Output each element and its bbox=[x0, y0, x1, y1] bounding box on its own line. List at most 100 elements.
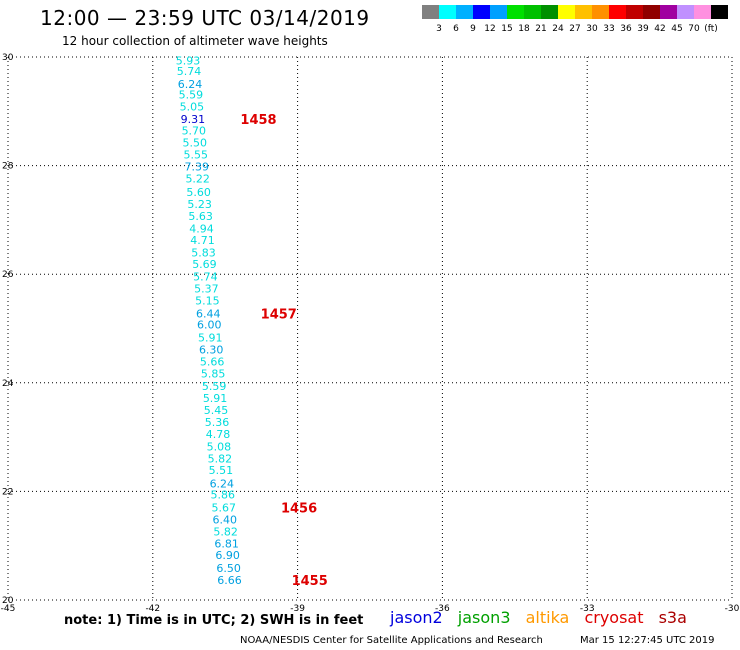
time-label: 1457 bbox=[261, 307, 297, 322]
satellite-jason2: jason2 bbox=[390, 608, 443, 627]
legend-swatch bbox=[524, 5, 541, 19]
wave-height-value: 6.44 bbox=[196, 307, 221, 320]
wave-height-value: 5.82 bbox=[213, 526, 238, 539]
wave-height-value: 5.63 bbox=[188, 210, 213, 223]
wave-height-value: 5.82 bbox=[208, 452, 233, 465]
wave-height-value: 5.36 bbox=[205, 416, 230, 429]
x-tick-label: -42 bbox=[145, 604, 160, 614]
wave-height-value: 6.40 bbox=[212, 514, 237, 527]
wave-height-value: 4.94 bbox=[189, 223, 214, 236]
wave-height-value: 5.70 bbox=[182, 124, 207, 137]
legend-label: 9 bbox=[470, 24, 476, 34]
wave-height-value: 5.67 bbox=[212, 502, 237, 515]
y-tick-label: 30 bbox=[2, 53, 14, 63]
legend-swatch bbox=[677, 5, 694, 19]
wave-height-value: 5.69 bbox=[192, 258, 217, 271]
legend-swatch bbox=[643, 5, 660, 19]
chart-subtitle: 12 hour collection of altimeter wave hei… bbox=[62, 34, 328, 48]
x-tick-label: -36 bbox=[435, 604, 450, 614]
generated-timestamp: Mar 15 12:27:45 UTC 2019 bbox=[580, 635, 715, 646]
legend-label: 33 bbox=[603, 24, 614, 34]
wave-height-value: 5.59 bbox=[202, 380, 227, 393]
wave-height-value: 5.51 bbox=[209, 464, 234, 477]
legend-swatch bbox=[456, 5, 473, 19]
x-tick-label: -30 bbox=[725, 604, 740, 614]
wave-height-value: 5.22 bbox=[185, 173, 210, 186]
wave-height-value: 4.71 bbox=[190, 234, 215, 247]
wave-height-value: 5.05 bbox=[180, 100, 205, 113]
legend-swatch bbox=[609, 5, 626, 19]
wave-height-value: 5.85 bbox=[201, 368, 226, 381]
legend-swatch bbox=[439, 5, 456, 19]
y-tick-label: 22 bbox=[2, 487, 13, 497]
wave-height-value: 5.15 bbox=[195, 294, 220, 307]
legend-swatch bbox=[711, 5, 728, 19]
legend-label: 15 bbox=[501, 24, 512, 34]
legend-swatch bbox=[422, 5, 439, 19]
time-label: 1455 bbox=[292, 574, 328, 589]
legend-swatch bbox=[541, 5, 558, 19]
x-tick-label: -33 bbox=[580, 604, 595, 614]
wave-height-value: 6.81 bbox=[214, 538, 239, 551]
wave-height-value: 5.45 bbox=[204, 404, 229, 417]
credit-line: NOAA/NESDIS Center for Satellite Applica… bbox=[240, 635, 543, 646]
legend-label: 24 bbox=[552, 24, 564, 34]
wave-height-value: 5.83 bbox=[191, 246, 216, 259]
wave-height-value: 6.00 bbox=[197, 319, 222, 332]
y-tick-label: 20 bbox=[2, 596, 14, 606]
wave-height-value: 5.93 bbox=[176, 54, 201, 67]
wave-height-value: 5.55 bbox=[184, 149, 209, 162]
legend-label: 6 bbox=[453, 24, 459, 34]
satellite-key: jason2 jason3 altika cryosat s3a bbox=[390, 608, 697, 627]
y-tick-label: 24 bbox=[2, 379, 14, 389]
time-label: 1458 bbox=[240, 113, 276, 128]
wave-height-value: 5.74 bbox=[177, 65, 202, 78]
time-label: 1456 bbox=[281, 502, 317, 517]
wave-height-value: 5.91 bbox=[203, 392, 228, 405]
satellite-altika: altika bbox=[525, 608, 570, 627]
wave-height-value: 5.91 bbox=[198, 332, 223, 345]
legend-label: 21 bbox=[535, 24, 546, 34]
wave-height-value: 5.59 bbox=[179, 88, 204, 101]
legend-label: (ft) bbox=[704, 24, 718, 34]
wave-height-value: 9.31 bbox=[181, 113, 206, 126]
legend-label: 70 bbox=[688, 24, 700, 34]
wave-height-value: 5.66 bbox=[200, 356, 225, 369]
legend-swatch bbox=[473, 5, 490, 19]
legend-label: 30 bbox=[586, 24, 598, 34]
wave-height-value: 5.74 bbox=[193, 270, 218, 283]
wave-height-value: 5.23 bbox=[187, 198, 212, 211]
legend-label: 18 bbox=[518, 24, 530, 34]
wave-height-value: 5.37 bbox=[194, 282, 219, 295]
wave-height-value: 6.30 bbox=[199, 344, 224, 357]
wave-height-value: 4.78 bbox=[206, 428, 231, 441]
satellite-jason3: jason3 bbox=[457, 608, 511, 627]
wave-height-value: 6.50 bbox=[216, 562, 241, 575]
color-legend: 3 6 9 12 15 18 21 24 27 30 33 36 39 42 45 70 (ft) bbox=[422, 5, 728, 34]
wave-height-value: 7.39 bbox=[184, 161, 209, 174]
legend-swatch bbox=[626, 5, 643, 19]
legend-swatch bbox=[575, 5, 592, 19]
y-tick-label: 26 bbox=[2, 270, 14, 280]
x-tick-label: -39 bbox=[290, 604, 305, 614]
wave-height-value: 5.86 bbox=[211, 489, 236, 502]
wave-height-value: 5.50 bbox=[183, 136, 208, 149]
legend-swatch bbox=[592, 5, 609, 19]
legend-swatch bbox=[507, 5, 524, 19]
legend-label: 42 bbox=[654, 24, 665, 34]
legend-swatch bbox=[660, 5, 677, 19]
wave-height-value: 5.08 bbox=[207, 440, 232, 453]
wave-height-value: 5.60 bbox=[186, 186, 211, 199]
satellite-cryosat: cryosat bbox=[584, 608, 644, 627]
legend-label: 3 bbox=[436, 24, 442, 34]
legend-label: 27 bbox=[569, 24, 580, 34]
legend-label: 39 bbox=[637, 24, 649, 34]
legend-label: 45 bbox=[671, 24, 682, 34]
legend-label: 12 bbox=[484, 24, 495, 34]
chart-title: 12:00 — 23:59 UTC 03/14/2019 bbox=[40, 6, 370, 30]
legend-swatch bbox=[558, 5, 575, 19]
x-tick-label: -45 bbox=[1, 604, 16, 614]
wave-height-value: 6.24 bbox=[178, 78, 203, 91]
legend-swatch bbox=[490, 5, 507, 19]
